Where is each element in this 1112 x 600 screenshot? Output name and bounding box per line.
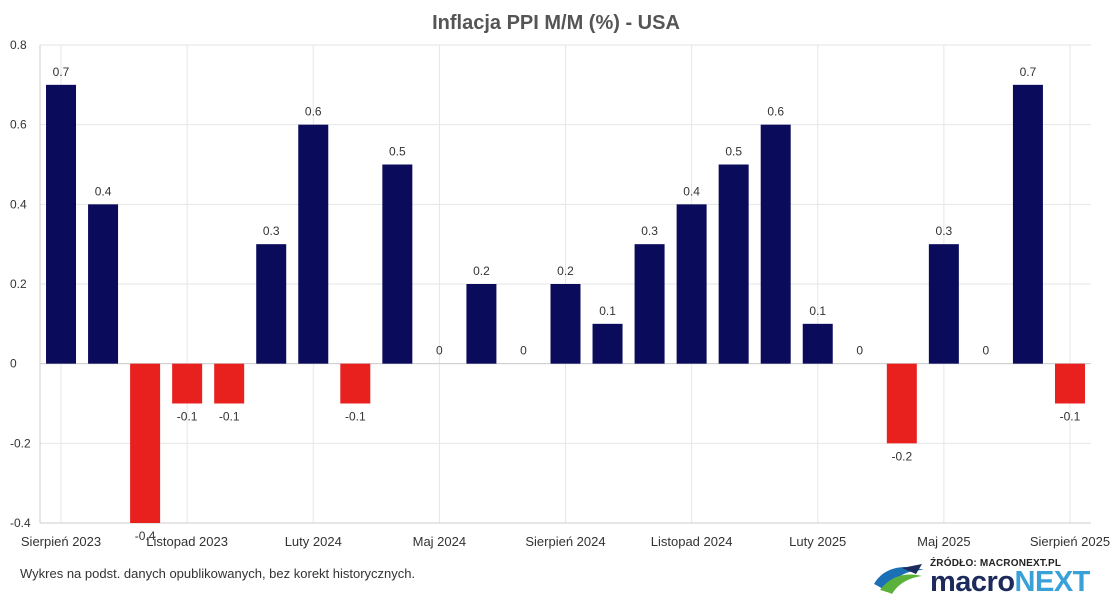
data-label: -0.1: [219, 410, 240, 424]
data-label: 0.3: [936, 224, 953, 238]
data-label: 0: [520, 344, 527, 358]
bar: [886, 363, 917, 444]
brand-name: macroNEXT: [930, 566, 1090, 598]
bar: [1012, 84, 1043, 364]
y-tick-label: 0.6: [10, 118, 27, 132]
y-tick-label: -0.2: [10, 436, 31, 450]
bar: [760, 124, 791, 364]
bar: [298, 124, 329, 364]
brand-name-part2: NEXT: [1014, 566, 1091, 598]
bar: [88, 204, 119, 364]
x-tick-label: Maj 2025: [917, 534, 970, 549]
bar: [928, 244, 959, 364]
x-tick-label: Luty 2024: [285, 534, 342, 549]
data-label: 0: [436, 344, 443, 358]
y-tick-label: 0: [10, 357, 17, 371]
chart-data-labels: 0.7 0.4 -0.4 -0.1 -0.1 0.3 0.6 -0.1 0.5 0 0.2 0 0.2 0…: [53, 65, 1081, 543]
bar: [46, 84, 77, 364]
source-label: ŹRÓDŁO: MACRONEXT.PL: [930, 558, 1062, 569]
data-label: -0.2: [891, 449, 912, 463]
data-label: 0.1: [599, 304, 616, 318]
x-tick-label: Sierpień 2024: [525, 534, 605, 549]
x-tick-label: Listopad 2024: [651, 534, 733, 549]
bar: [1054, 363, 1085, 404]
bar: [382, 164, 413, 364]
y-tick-label: -0.4: [10, 516, 31, 530]
data-label: -0.1: [345, 410, 366, 424]
data-label: 0: [856, 344, 863, 358]
x-tick-label: Luty 2025: [789, 534, 846, 549]
data-label: 0: [983, 344, 990, 358]
data-label: 0.7: [53, 65, 70, 79]
bar: [634, 244, 665, 364]
data-label: 0.5: [725, 145, 742, 159]
bar: [214, 363, 245, 404]
data-label: 0.6: [767, 105, 784, 119]
x-axis-ticks: Sierpień 2023 Listopad 2023 Luty 2024 Maj 2…: [21, 534, 1110, 549]
data-label: 0.4: [683, 184, 700, 198]
data-label: 0.2: [473, 264, 490, 278]
bar: [592, 323, 623, 364]
data-label: 0.6: [305, 105, 322, 119]
bar: [676, 204, 707, 364]
bar: [466, 284, 497, 364]
data-label: 0.1: [809, 304, 826, 318]
bar: [172, 363, 203, 404]
data-label: -0.1: [1060, 410, 1081, 424]
y-tick-label: 0.2: [10, 277, 27, 291]
bar: [718, 164, 749, 364]
x-tick-label: Sierpień 2023: [21, 534, 101, 549]
x-tick-label: Listopad 2023: [146, 534, 228, 549]
x-tick-label: Maj 2024: [413, 534, 466, 549]
data-label: 0.7: [1020, 65, 1037, 79]
data-label: 0.3: [641, 224, 658, 238]
data-label: 0.4: [95, 184, 112, 198]
swoosh-icon: [874, 564, 924, 594]
bar: [130, 363, 161, 523]
brand-logo: ŹRÓDŁO: MACRONEXT.PL macroNEXT: [872, 556, 1096, 598]
ppi-bar-chart: Inflacja PPI M/M (%) - USA 0.7 0.4 -0.4 -0.…: [10, 12, 1110, 549]
data-label: -0.1: [177, 410, 198, 424]
bar: [340, 363, 371, 404]
chart-bars: [46, 84, 1085, 523]
footnote: Wykres na podst. danych opublikowanych, …: [20, 566, 416, 581]
y-axis-ticks: 0.8 0.6 0.4 0.2 0 -0.2 -0.4: [10, 38, 31, 530]
x-tick-label: Sierpień 2025: [1030, 534, 1110, 549]
chart-title: Inflacja PPI M/M (%) - USA: [432, 12, 680, 34]
y-tick-label: 0.8: [10, 38, 27, 52]
bar: [550, 284, 581, 364]
data-label: 0.2: [557, 264, 574, 278]
data-label: -0.4: [135, 529, 156, 543]
y-tick-label: 0.4: [10, 197, 27, 211]
data-label: 0.5: [389, 145, 406, 159]
data-label: 0.3: [263, 224, 280, 238]
brand-name-part1: macro: [930, 566, 1015, 598]
bar: [256, 244, 287, 364]
bar: [802, 323, 833, 364]
